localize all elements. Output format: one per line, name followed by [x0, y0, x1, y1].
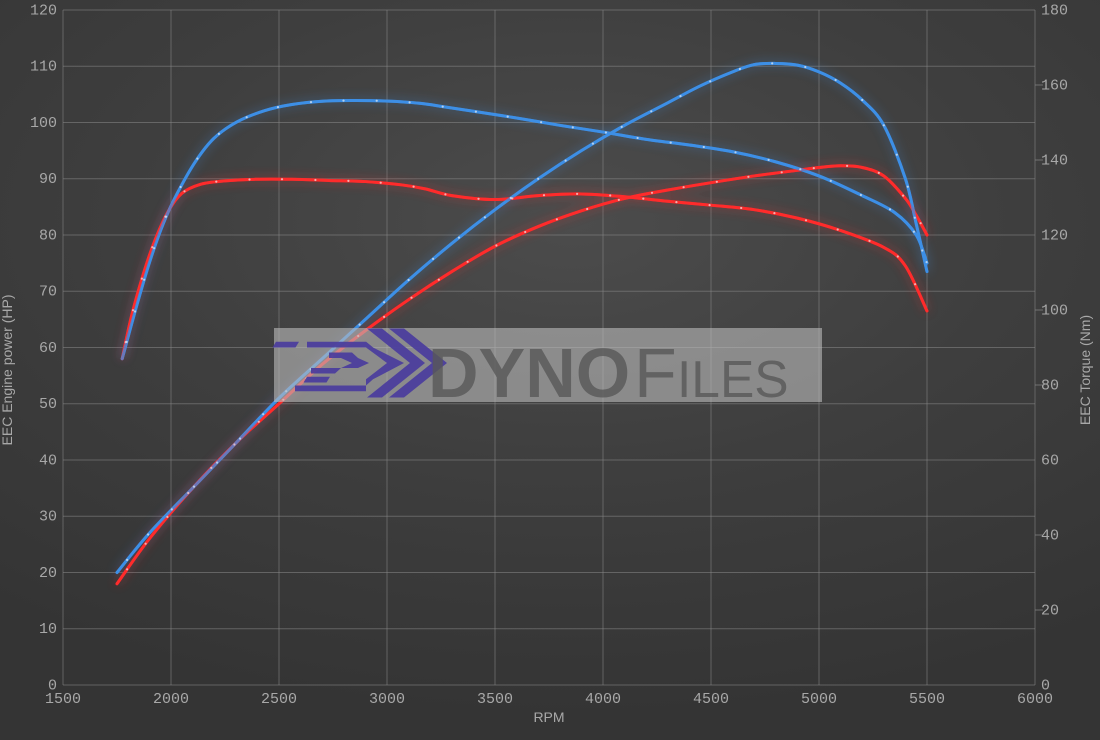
svg-text:4000: 4000 — [585, 691, 621, 708]
svg-text:10: 10 — [39, 621, 57, 638]
svg-text:ILES: ILES — [677, 350, 789, 408]
svg-text:140: 140 — [1041, 153, 1068, 170]
svg-text:3500: 3500 — [477, 691, 513, 708]
svg-text:60: 60 — [1041, 453, 1059, 470]
svg-text:40: 40 — [1041, 528, 1059, 545]
svg-text:120: 120 — [1041, 228, 1068, 245]
svg-text:60: 60 — [39, 340, 57, 357]
svg-text:180: 180 — [1041, 3, 1068, 20]
svg-text:6000: 6000 — [1017, 691, 1053, 708]
svg-text:2000: 2000 — [153, 691, 189, 708]
svg-text:90: 90 — [39, 171, 57, 188]
svg-text:5000: 5000 — [801, 691, 837, 708]
svg-text:100: 100 — [30, 115, 57, 132]
svg-text:120: 120 — [30, 3, 57, 20]
svg-text:DYNO: DYNO — [428, 334, 630, 412]
svg-text:20: 20 — [1041, 603, 1059, 620]
svg-text:EEC Torque (Nm): EEC Torque (Nm) — [1077, 315, 1093, 425]
svg-text:30: 30 — [39, 509, 57, 526]
svg-text:3000: 3000 — [369, 691, 405, 708]
svg-text:50: 50 — [39, 396, 57, 413]
svg-text:F: F — [634, 334, 677, 412]
svg-text:1500: 1500 — [45, 691, 81, 708]
svg-text:80: 80 — [1041, 378, 1059, 395]
svg-text:80: 80 — [39, 228, 57, 245]
svg-text:40: 40 — [39, 453, 57, 470]
svg-text:70: 70 — [39, 284, 57, 301]
svg-text:2500: 2500 — [261, 691, 297, 708]
svg-text:100: 100 — [1041, 303, 1068, 320]
svg-text:RPM: RPM — [533, 709, 564, 725]
svg-text:EEC Engine power (HP): EEC Engine power (HP) — [0, 295, 15, 446]
svg-text:5500: 5500 — [909, 691, 945, 708]
svg-text:110: 110 — [30, 59, 57, 76]
svg-text:4500: 4500 — [693, 691, 729, 708]
svg-text:20: 20 — [39, 565, 57, 582]
svg-text:160: 160 — [1041, 78, 1068, 95]
